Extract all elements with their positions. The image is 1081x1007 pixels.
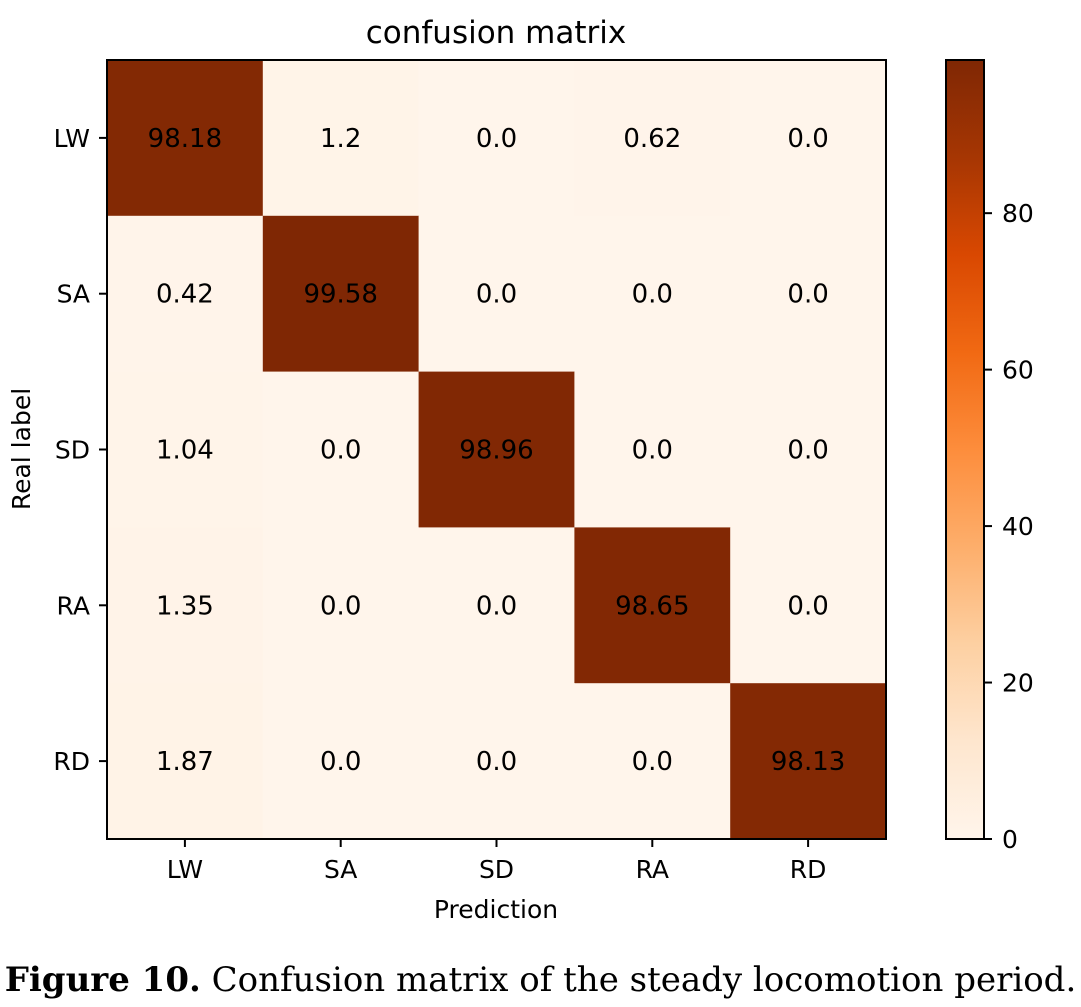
heatmap-cell bbox=[730, 371, 887, 528]
heatmap-cell bbox=[107, 527, 264, 684]
y-tick-label: RA bbox=[57, 591, 90, 620]
cell-value-label: 99.58 bbox=[303, 280, 377, 310]
heatmap-cell bbox=[418, 371, 575, 528]
cell-value-label: 0.0 bbox=[476, 280, 517, 310]
heatmap-cell bbox=[107, 371, 264, 528]
x-axis-label: Prediction bbox=[434, 895, 558, 924]
heatmap-cell bbox=[262, 527, 420, 684]
cell-value-label: 0.42 bbox=[156, 280, 214, 310]
cell-value-label: 1.87 bbox=[156, 747, 214, 777]
heatmap-cell bbox=[574, 371, 731, 528]
heatmap-cell bbox=[418, 60, 575, 217]
x-tick-label: LW bbox=[167, 855, 203, 884]
heatmap-cell bbox=[730, 683, 887, 840]
cell-value-label: 98.18 bbox=[148, 124, 222, 154]
heatmap-cell bbox=[574, 683, 731, 840]
cell-value-label: 0.0 bbox=[632, 436, 673, 466]
chart-title: confusion matrix bbox=[366, 15, 627, 51]
caption-text: Confusion matrix of the steady locomotio… bbox=[200, 960, 1077, 1000]
heatmap-cell bbox=[418, 527, 575, 684]
colorbar-tick-label: 80 bbox=[1002, 199, 1034, 228]
y-axis-label: Real label bbox=[7, 388, 36, 510]
heatmap-cells bbox=[107, 60, 887, 840]
heatmap-cell bbox=[574, 215, 731, 373]
heatmap-cell bbox=[730, 60, 887, 217]
heatmap-cell bbox=[262, 371, 420, 528]
colorbar-tick-label: 60 bbox=[1002, 356, 1034, 385]
cell-value-label: 0.0 bbox=[320, 747, 361, 777]
colorbar-frame bbox=[945, 59, 985, 840]
cell-value-label: 1.2 bbox=[320, 124, 361, 154]
heatmap-cell bbox=[730, 527, 887, 684]
y-tick-label: SA bbox=[57, 280, 90, 309]
cell-value-label: 0.0 bbox=[476, 747, 517, 777]
y-axis-ticks: LW SA SD RA RD bbox=[53, 124, 107, 776]
cell-value-label: 0.0 bbox=[632, 280, 673, 310]
heatmap-cell bbox=[262, 215, 420, 373]
cell-value-label: 0.62 bbox=[623, 124, 681, 154]
cell-value-label: 0.0 bbox=[787, 124, 828, 154]
cell-value-label: 0.0 bbox=[476, 124, 517, 154]
heatmap-cell bbox=[418, 215, 575, 373]
cell-value-label: 98.13 bbox=[771, 747, 845, 777]
x-tick-label: SD bbox=[479, 855, 514, 884]
y-tick-label: SD bbox=[55, 436, 90, 465]
colorbar-tick-label: 0 bbox=[1002, 825, 1018, 854]
heatmap-cell-labels: 98.18 1.2 0.0 0.62 0.0 0.42 99.58 0.0 0.0 0.0 1.04… bbox=[148, 124, 846, 777]
figure-caption: Figure 10. Confusion matrix of the stead… bbox=[0, 960, 1081, 1000]
cell-value-label: 1.04 bbox=[156, 436, 214, 466]
x-tick-label: RA bbox=[636, 855, 669, 884]
cell-value-label: 0.0 bbox=[320, 591, 361, 621]
cell-value-label: 98.65 bbox=[615, 591, 689, 621]
cell-value-label: 0.0 bbox=[632, 747, 673, 777]
x-tick-label: RD bbox=[790, 855, 827, 884]
cell-value-label: 1.35 bbox=[156, 591, 214, 621]
colorbar-ticks: 0 20 40 60 80 bbox=[984, 199, 1034, 854]
y-tick-label: LW bbox=[54, 124, 90, 153]
cell-value-label: 0.0 bbox=[787, 591, 828, 621]
cell-value-label: 98.96 bbox=[459, 436, 533, 466]
x-axis-ticks: LW SA SD RA RD bbox=[167, 839, 827, 884]
heatmap-cell bbox=[418, 683, 575, 840]
heatmap-cell bbox=[262, 60, 420, 217]
heatmap-cell bbox=[574, 527, 731, 684]
heatmap-cell bbox=[107, 60, 264, 217]
x-tick-label: SA bbox=[324, 855, 357, 884]
cell-value-label: 0.0 bbox=[787, 280, 828, 310]
colorbar-tick-label: 20 bbox=[1002, 669, 1034, 698]
cell-value-label: 0.0 bbox=[787, 436, 828, 466]
colorbar-gradient bbox=[946, 60, 984, 839]
heatmap-cell bbox=[107, 683, 264, 840]
heatmap-cell bbox=[107, 215, 264, 373]
y-tick-label: RD bbox=[53, 747, 90, 776]
colorbar-tick-label: 40 bbox=[1002, 512, 1034, 541]
cell-value-label: 0.0 bbox=[476, 591, 517, 621]
heatmap-cell bbox=[730, 215, 887, 373]
caption-label: Figure 10. bbox=[4, 960, 201, 1000]
heatmap-cell bbox=[262, 683, 420, 840]
heatmap-cell bbox=[574, 60, 731, 217]
cell-value-label: 0.0 bbox=[320, 436, 361, 466]
